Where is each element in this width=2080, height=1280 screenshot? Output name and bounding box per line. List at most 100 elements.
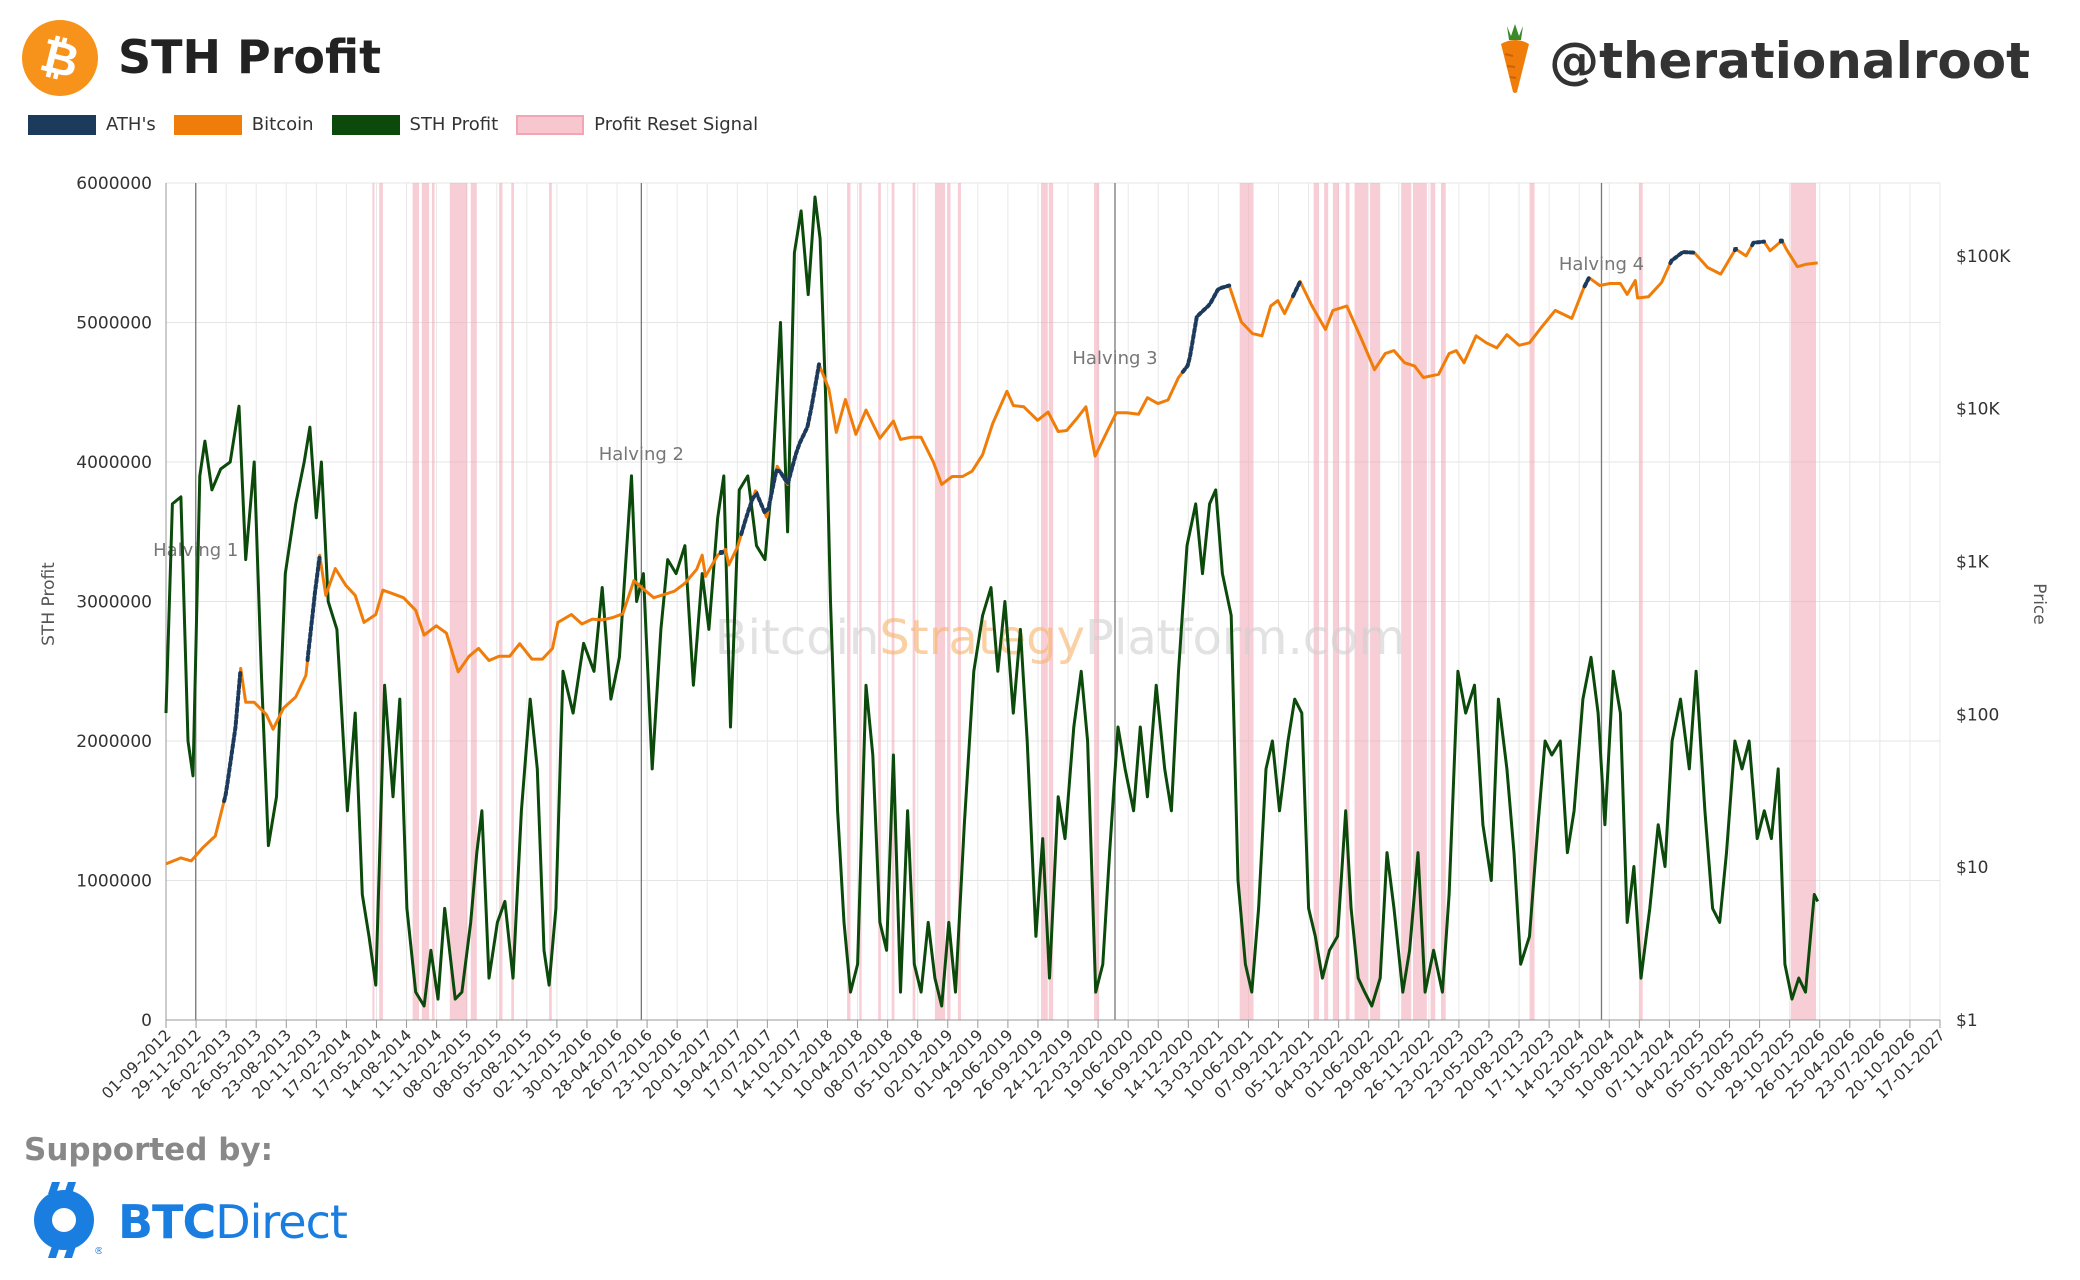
- profit-reset-band: [957, 183, 961, 1020]
- halving-markers: Halving 1 Halving 2 Halving 3 Halving 4: [153, 183, 1644, 1020]
- profit-reset-band: [431, 183, 435, 1020]
- sponsor-registered-mark: ®: [94, 1246, 102, 1257]
- profit-reset-band: [847, 183, 851, 1020]
- y-right-tick-label: $10K: [1956, 400, 2000, 420]
- halving-label: Halving 4: [1559, 254, 1644, 275]
- sth-profit-line: [164, 195, 1820, 1008]
- profit-reset-band: [1345, 183, 1350, 1020]
- profit-reset-band: [1370, 183, 1381, 1020]
- sponsor-name-bold: BTC: [118, 1194, 216, 1249]
- legend-item-bitcoin[interactable]: Bitcoin: [173, 114, 314, 135]
- y-left-tick-label: 4000000: [76, 453, 152, 473]
- legend-swatch-sth-profit: [331, 114, 400, 135]
- ath-marker: [718, 550, 725, 555]
- legend-label: Bitcoin: [251, 114, 314, 135]
- profit-reset-signals: [372, 183, 1817, 1020]
- ath-marker: [1180, 283, 1232, 374]
- profit-reset-band: [1332, 183, 1339, 1020]
- y-right-tick-label: $10: [1956, 858, 1988, 878]
- halving-label: Halving 1: [153, 540, 238, 561]
- page-title: STH Profit: [118, 30, 382, 84]
- carrot-icon: [1495, 22, 1535, 99]
- supported-by-label: Supported by:: [24, 1132, 273, 1168]
- sponsor-logo[interactable]: ® BTCDirect: [30, 1180, 348, 1263]
- brand: @therationalroot: [1495, 22, 2030, 99]
- sponsor-name: BTCDirect: [118, 1194, 348, 1249]
- profit-reset-band: [1401, 183, 1412, 1020]
- profit-reset-band: [891, 183, 895, 1020]
- profit-reset-band: [934, 183, 946, 1020]
- legend-label: ATH's: [106, 114, 156, 135]
- watermark-part-3: Platform.com: [1085, 610, 1405, 666]
- brand-handle: @therationalroot: [1549, 31, 2030, 90]
- profit-reset-band: [1790, 183, 1817, 1020]
- chart-series: [164, 195, 1820, 1008]
- watermark-part-1: Bitcoin: [715, 610, 880, 666]
- y-left-tick-label: 5000000: [76, 314, 152, 334]
- profit-reset-band: [372, 183, 375, 1020]
- legend-swatch-bitcoin: [173, 114, 242, 135]
- profit-reset-band: [912, 183, 916, 1020]
- ath-marker: [1778, 238, 1784, 244]
- ath-marker: [305, 555, 322, 662]
- profit-reset-band: [947, 183, 951, 1020]
- legend-item-signal[interactable]: Profit Reset Signal: [516, 114, 758, 135]
- profit-reset-band: [449, 183, 468, 1020]
- halving-label: Halving 2: [599, 444, 684, 465]
- ath-marker: [739, 362, 821, 537]
- profit-reset-band: [499, 183, 503, 1020]
- legend-label: Profit Reset Signal: [594, 114, 759, 135]
- legend-label: STH Profit: [409, 114, 499, 135]
- profit-reset-band: [1041, 183, 1048, 1020]
- y-left-tick-label: 0: [141, 1011, 152, 1031]
- y-right-tick-label: $100: [1956, 705, 1999, 725]
- sponsor-name-regular: Direct: [215, 1194, 348, 1249]
- profit-reset-band: [859, 183, 862, 1020]
- profit-reset-band: [1412, 183, 1427, 1020]
- ath-marker: [1732, 247, 1738, 253]
- y-left-tick-label: 2000000: [76, 732, 152, 752]
- profit-reset-band: [1354, 183, 1369, 1020]
- chart-legend: ATH's Bitcoin STH Profit Profit Reset Si…: [28, 114, 764, 135]
- profit-reset-band: [412, 183, 420, 1020]
- ath-marker: [1750, 239, 1766, 248]
- profit-reset-band: [878, 183, 881, 1020]
- ath-marker: [222, 670, 243, 803]
- profit-reset-band: [1239, 183, 1254, 1020]
- bitcoin-price-line: [165, 239, 1818, 866]
- profit-reset-band: [421, 183, 430, 1020]
- y-left-tick-label: 6000000: [76, 174, 152, 194]
- ath-marker: [1668, 250, 1697, 265]
- profit-reset-band: [1529, 183, 1535, 1020]
- watermark: BitcoinStrategyPlatform.com: [715, 610, 1405, 666]
- halving-label: Halving 3: [1072, 348, 1157, 369]
- chart-axes: 6000000 5000000 4000000 3000000 2000000 10000…: [76, 174, 2011, 1103]
- legend-item-ath[interactable]: ATH's: [28, 114, 156, 135]
- y-axis-left-title: STH Profit: [39, 562, 59, 646]
- profit-reset-band: [1430, 183, 1436, 1020]
- profit-reset-band: [1094, 183, 1100, 1020]
- legend-item-sth-profit[interactable]: STH Profit: [331, 114, 499, 135]
- y-left-tick-label: 3000000: [76, 593, 152, 613]
- y-left-tick-label: 1000000: [76, 872, 152, 892]
- profit-reset-band: [1324, 183, 1329, 1020]
- profit-reset-band: [549, 183, 552, 1020]
- bitcoin-logo-icon: ₿: [22, 20, 98, 96]
- btc-direct-logo-icon: ®: [30, 1180, 104, 1263]
- y-axis-right-title: Price: [2029, 583, 2049, 624]
- profit-reset-band: [1313, 183, 1320, 1020]
- profit-reset-band: [1441, 183, 1446, 1020]
- legend-swatch-ath: [28, 114, 96, 135]
- y-right-tick-label: $1K: [1956, 553, 1990, 573]
- ath-marker: [1582, 275, 1591, 289]
- y-right-tick-label: $100K: [1956, 247, 2011, 267]
- profit-reset-band: [470, 183, 477, 1020]
- profit-reset-band: [511, 183, 514, 1020]
- profit-reset-band: [1048, 183, 1054, 1020]
- ath-marker: [1291, 279, 1303, 299]
- svg-text:BitcoinStrategyPlatform.com: BitcoinStrategyPlatform.com: [715, 610, 1405, 666]
- legend-swatch-signal: [516, 114, 585, 135]
- profit-reset-band: [1639, 183, 1643, 1020]
- y-right-tick-label: $1: [1956, 1011, 1978, 1031]
